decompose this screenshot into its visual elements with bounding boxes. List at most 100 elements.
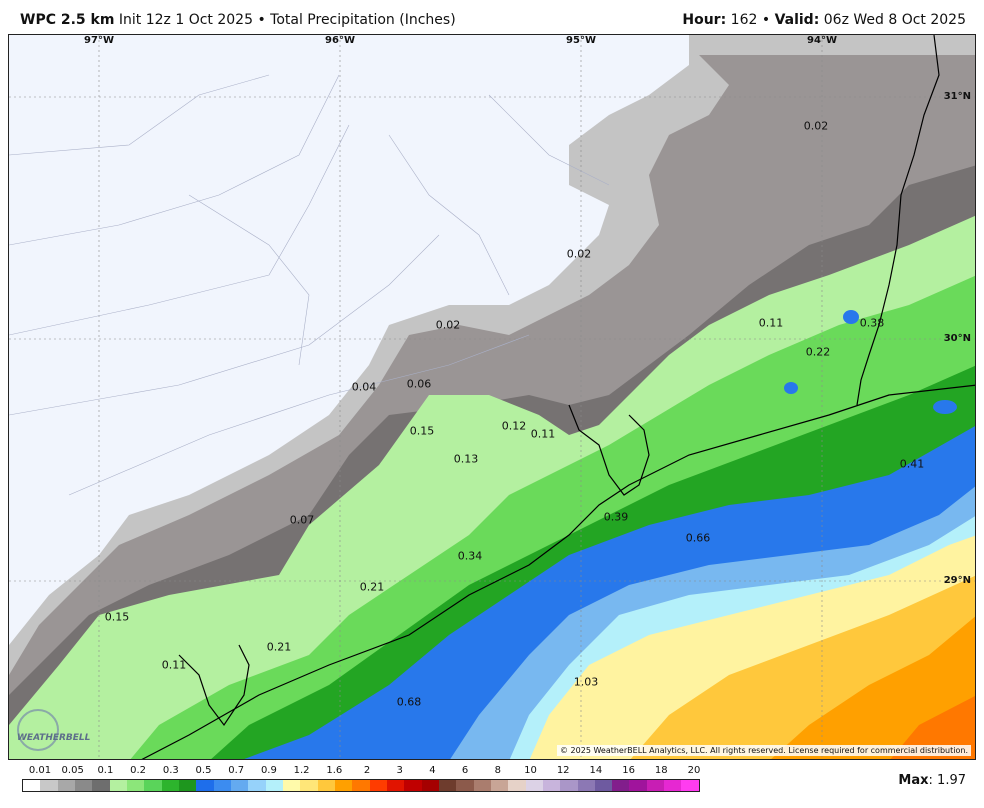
legend-swatch [629, 780, 647, 791]
legend-label: 18 [654, 765, 668, 776]
lat-label-29: 29°N [943, 575, 971, 586]
legend-swatch [196, 780, 214, 791]
legend-swatch [23, 780, 41, 791]
precip-value: 0.21 [266, 640, 292, 654]
legend-label: 20 [687, 765, 701, 776]
precip-band-dark-orange [890, 696, 975, 759]
precip-value: 0.06 [406, 377, 432, 391]
county-lines [9, 74, 610, 496]
precip-value: 0.02 [435, 318, 461, 332]
legend-colorbar [22, 779, 700, 792]
legend-swatch [525, 780, 543, 791]
precip-value: 0.41 [899, 457, 925, 471]
legend-label: 0.2 [130, 765, 147, 776]
model-name: WPC 2.5 km [20, 12, 115, 28]
lat-label-30: 30°N [943, 333, 971, 344]
legend-label: 0.1 [97, 765, 114, 776]
legend-swatch [334, 780, 353, 791]
weatherbell-logo: WEATHERBELL [17, 733, 91, 743]
valid-label: Valid [774, 12, 814, 28]
map-canvas [9, 35, 975, 759]
legend-swatch [664, 780, 682, 791]
logo-ring [17, 709, 59, 751]
legend-swatch [126, 780, 145, 791]
coastline [141, 35, 975, 759]
legend-label: 0.5 [195, 765, 212, 776]
lat-label-31: 31°N [943, 91, 971, 102]
lon-label-96: 96°W [325, 35, 355, 46]
legend-labels: 0.01 0.05 0.1 0.2 0.3 0.5 0.7 0.9 1.2 1.6 2 3 4 6 8 10 1… [22, 765, 702, 779]
blue-blob-1 [843, 310, 859, 324]
legend-swatch [560, 780, 578, 791]
valid-value: 06z Wed 8 Oct 2025 [823, 12, 966, 28]
precip-value: 0.04 [351, 380, 377, 394]
legend-swatch [612, 780, 630, 791]
hour-label: Hour [682, 12, 721, 28]
legend-swatch [369, 780, 387, 791]
precip-value: 0.11 [758, 316, 784, 330]
legend-swatch [109, 780, 127, 791]
legend-swatch [161, 780, 179, 791]
legend-swatch [421, 780, 439, 791]
copyright-notice: © 2025 WeatherBELL Analytics, LLC. All r… [557, 745, 971, 756]
legend-swatch [681, 780, 699, 791]
legend-label: 3 [396, 765, 403, 776]
legend-swatch [352, 780, 370, 791]
legend-swatch [508, 780, 526, 791]
blue-blob-2 [784, 382, 798, 394]
legend-swatch [282, 780, 301, 791]
legend-swatch [386, 780, 405, 791]
legend-label: 1.2 [293, 765, 310, 776]
blue-blob-3 [933, 400, 957, 414]
legend-label: 12 [556, 765, 570, 776]
legend-swatch [74, 780, 93, 791]
precip-value: 0.12 [501, 419, 527, 433]
legend-swatch [438, 780, 457, 791]
precip-value: 0.34 [457, 549, 483, 563]
legend-label: 10 [524, 765, 537, 776]
legend-label: 0.3 [162, 765, 179, 776]
legend-swatch [473, 780, 491, 791]
header: WPC 2.5 km Init 12z 1 Oct 2025 • Total P… [0, 0, 984, 34]
precip-value: 0.22 [805, 345, 831, 359]
legend-label: 1.6 [326, 765, 343, 776]
graticule [9, 35, 975, 759]
legend-label: 4 [429, 765, 436, 776]
precip-value: 0.66 [685, 531, 711, 545]
legend-label: 6 [461, 765, 469, 776]
lon-label-94: 94°W [807, 35, 837, 46]
legend-swatch [317, 780, 335, 791]
init-time: Init 12z 1 Oct 2025 [118, 12, 253, 28]
legend-swatch [40, 780, 58, 791]
legend-label: 14 [589, 765, 603, 776]
precip-value: 0.07 [289, 513, 315, 527]
hour-value: 162 [730, 12, 758, 28]
precip-value: 0.21 [359, 580, 385, 594]
precip-value: 0.15 [104, 610, 130, 624]
legend-swatch [213, 780, 231, 791]
precip-value: 0.11 [161, 658, 187, 672]
legend-label: 0.05 [61, 765, 84, 776]
max-value: 1.97 [937, 773, 966, 788]
legend-swatch [594, 780, 613, 791]
legend-swatch [542, 780, 561, 791]
legend-swatch [230, 780, 249, 791]
precip-value: 0.38 [859, 316, 885, 330]
legend-label: 0.7 [228, 765, 245, 776]
precip-value: 0.39 [603, 510, 629, 524]
legend-swatch [265, 780, 283, 791]
legend-swatch [300, 780, 318, 791]
precip-value: 0.15 [409, 424, 435, 438]
valid-info: Hour: 162 • Valid: 06z Wed 8 Oct 2025 [682, 12, 966, 28]
legend-label: 0.9 [260, 765, 277, 776]
legend-swatch [57, 780, 75, 791]
precip-value: 0.11 [530, 427, 556, 441]
legend-swatch [92, 780, 110, 791]
precip-map[interactable]: 97°W 96°W 95°W 94°W 31°N 30°N 29°N 0.02 … [8, 34, 976, 760]
title: WPC 2.5 km Init 12z 1 Oct 2025 • Total P… [20, 12, 456, 28]
lon-label-95: 95°W [566, 35, 596, 46]
legend-swatch [490, 780, 509, 791]
lon-label-97: 97°W [84, 35, 114, 46]
precip-value: 1.03 [573, 675, 599, 689]
legend-swatch [404, 780, 422, 791]
